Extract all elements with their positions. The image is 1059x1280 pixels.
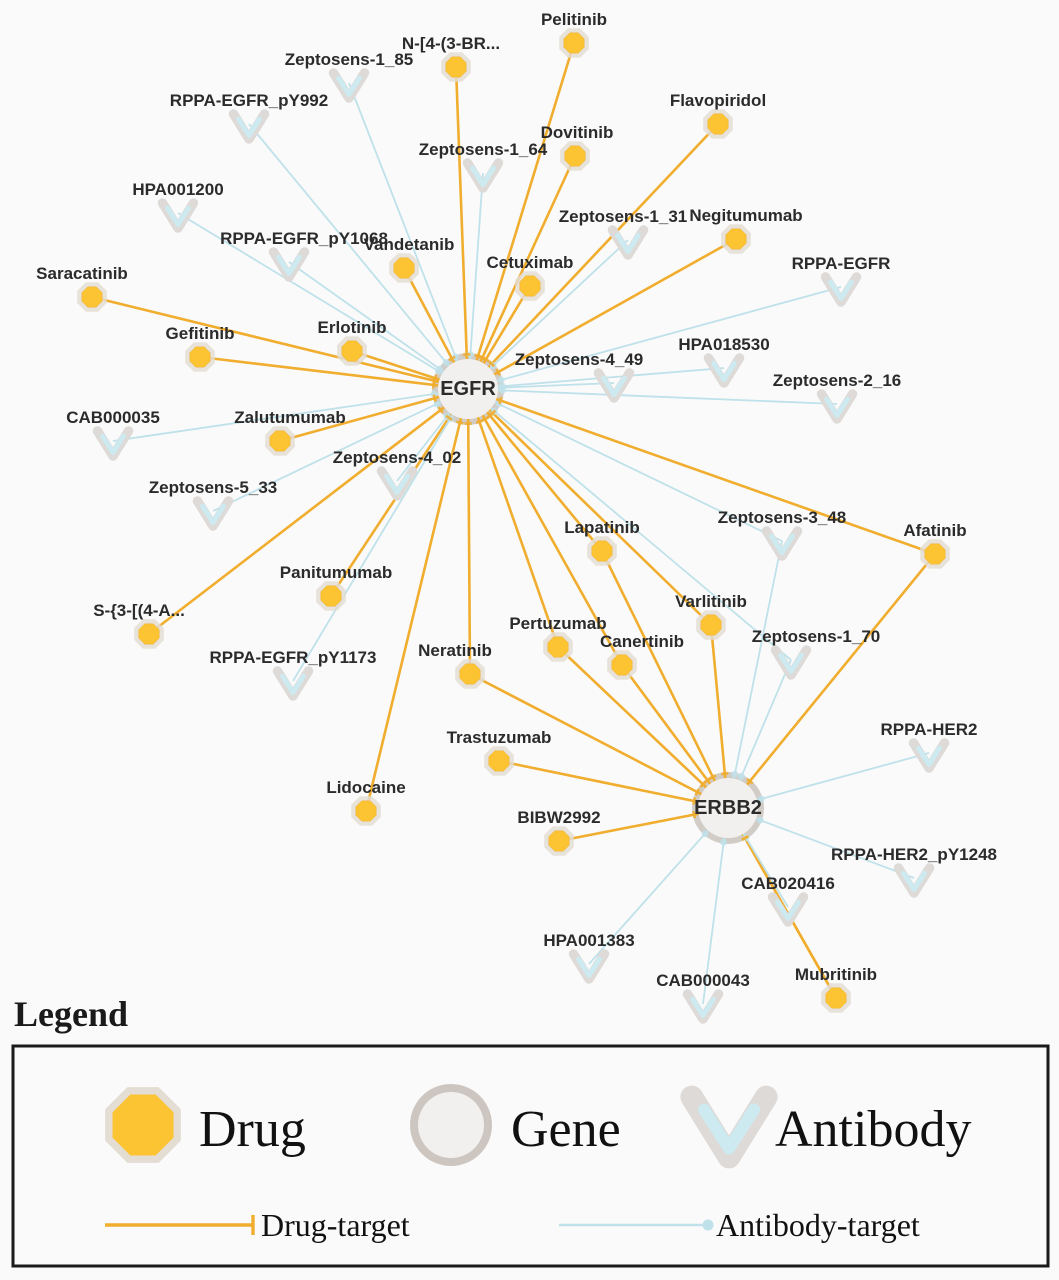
svg-text:Zeptosens-4_49: Zeptosens-4_49 bbox=[515, 350, 644, 369]
svg-text:Lapatinib: Lapatinib bbox=[564, 518, 640, 537]
svg-text:Pertuzumab: Pertuzumab bbox=[509, 614, 606, 633]
svg-text:Varlitinib: Varlitinib bbox=[675, 592, 747, 611]
svg-text:Zeptosens-2_16: Zeptosens-2_16 bbox=[773, 371, 902, 390]
svg-text:S-{3-[(4-A...: S-{3-[(4-A... bbox=[93, 601, 185, 620]
svg-text:ERBB2: ERBB2 bbox=[694, 797, 762, 819]
svg-text:Zeptosens-5_33: Zeptosens-5_33 bbox=[149, 478, 278, 497]
svg-text:Afatinib: Afatinib bbox=[903, 521, 966, 540]
svg-text:Lidocaine: Lidocaine bbox=[326, 778, 405, 797]
svg-text:Erlotinib: Erlotinib bbox=[318, 318, 387, 337]
svg-text:RPPA-HER2: RPPA-HER2 bbox=[881, 720, 978, 739]
svg-text:Negitumumab: Negitumumab bbox=[689, 206, 802, 225]
svg-text:CAB000043: CAB000043 bbox=[656, 971, 750, 990]
svg-text:HPA018530: HPA018530 bbox=[678, 335, 769, 354]
svg-text:CAB020416: CAB020416 bbox=[741, 874, 835, 893]
svg-text:Antibody: Antibody bbox=[775, 1101, 971, 1158]
svg-text:Zeptosens-1_70: Zeptosens-1_70 bbox=[752, 627, 881, 646]
svg-text:Antibody-target: Antibody-target bbox=[716, 1207, 920, 1243]
svg-text:RPPA-HER2_pY1248: RPPA-HER2_pY1248 bbox=[831, 845, 997, 864]
svg-text:Gefitinib: Gefitinib bbox=[166, 324, 235, 343]
svg-text:N-[4-(3-BR...: N-[4-(3-BR... bbox=[402, 34, 500, 53]
svg-text:Zeptosens-1_31: Zeptosens-1_31 bbox=[559, 207, 688, 226]
svg-text:Mubritinib: Mubritinib bbox=[795, 965, 877, 984]
svg-text:Zeptosens-1_64: Zeptosens-1_64 bbox=[419, 140, 548, 159]
svg-text:Saracatinib: Saracatinib bbox=[36, 264, 128, 283]
svg-text:Drug: Drug bbox=[199, 1101, 306, 1158]
svg-text:Trastuzumab: Trastuzumab bbox=[447, 728, 552, 747]
svg-text:Panitumumab: Panitumumab bbox=[280, 563, 392, 582]
svg-text:Drug-target: Drug-target bbox=[261, 1207, 410, 1243]
svg-text:Zeptosens-4_02: Zeptosens-4_02 bbox=[333, 448, 462, 467]
svg-text:Zeptosens-1_85: Zeptosens-1_85 bbox=[285, 50, 414, 69]
svg-text:HPA001383: HPA001383 bbox=[543, 931, 634, 950]
svg-text:Zalutumumab: Zalutumumab bbox=[234, 408, 345, 427]
svg-text:Gene: Gene bbox=[511, 1101, 621, 1158]
svg-text:Zeptosens-3_48: Zeptosens-3_48 bbox=[718, 508, 847, 527]
svg-text:Pelitinib: Pelitinib bbox=[541, 10, 607, 29]
svg-text:Cetuximab: Cetuximab bbox=[487, 253, 574, 272]
svg-text:Neratinib: Neratinib bbox=[418, 641, 492, 660]
svg-text:HPA001200: HPA001200 bbox=[132, 180, 223, 199]
svg-text:RPPA-EGFR_pY1173: RPPA-EGFR_pY1173 bbox=[210, 648, 377, 667]
svg-text:Flavopiridol: Flavopiridol bbox=[670, 91, 766, 110]
svg-text:BIBW2992: BIBW2992 bbox=[517, 808, 600, 827]
svg-text:Canertinib: Canertinib bbox=[600, 632, 684, 651]
svg-text:EGFR: EGFR bbox=[440, 378, 496, 400]
svg-text:RPPA-EGFR: RPPA-EGFR bbox=[792, 254, 891, 273]
svg-text:RPPA-EGFR_pY1068: RPPA-EGFR_pY1068 bbox=[220, 229, 388, 248]
svg-text:Dovitinib: Dovitinib bbox=[541, 123, 614, 142]
svg-text:CAB000035: CAB000035 bbox=[66, 408, 160, 427]
svg-text:RPPA-EGFR_pY992: RPPA-EGFR_pY992 bbox=[170, 91, 328, 110]
